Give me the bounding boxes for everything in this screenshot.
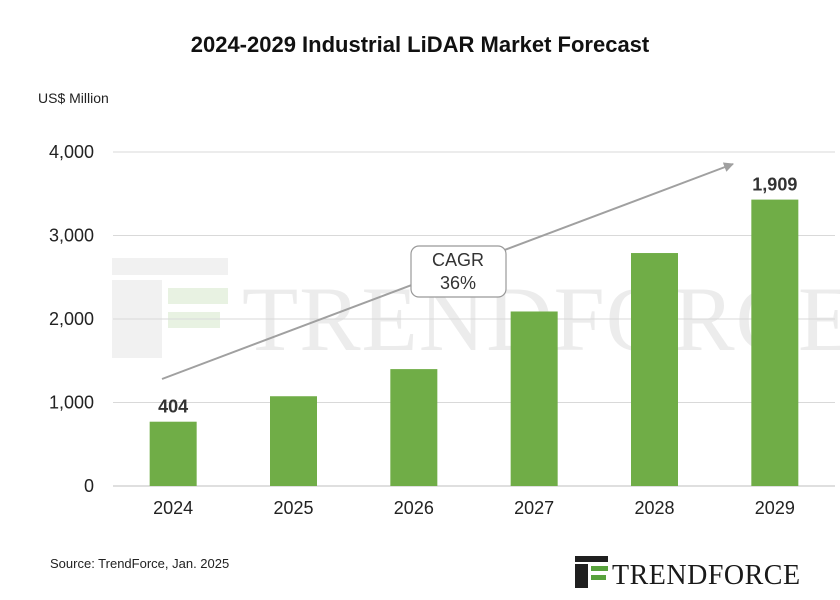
trendforce-logo: TRENDFORCE <box>575 556 801 591</box>
cagr-value: 36% <box>440 273 476 293</box>
bar-2024 <box>149 421 197 486</box>
y-tick-label: 0 <box>84 476 94 496</box>
y-tick-label: 3,000 <box>49 226 94 246</box>
cagr-box <box>410 245 507 298</box>
x-tick-label: 2024 <box>153 498 193 518</box>
trendforce-logo-mark <box>575 556 608 588</box>
x-axis-ticks: 2024 2025 2026 2027 2028 2029 <box>153 498 795 518</box>
y-axis-unit-label: US$ Million <box>38 90 109 106</box>
x-tick-label: 2028 <box>634 498 674 518</box>
x-tick-label: 2027 <box>514 498 554 518</box>
x-tick-label: 2025 <box>273 498 313 518</box>
watermark-logo-mark <box>112 258 228 358</box>
y-axis-ticks: 0 1,000 2,000 3,000 4,000 <box>49 142 94 496</box>
bar-2025 <box>270 396 317 486</box>
data-labels: 404 1,909 <box>158 175 797 417</box>
bars <box>149 199 799 486</box>
y-tick-label: 4,000 <box>49 142 94 162</box>
source-note: Source: TrendForce, Jan. 2025 <box>50 556 229 571</box>
logo-wordmark: TRENDFORCE <box>612 560 801 591</box>
gridlines <box>113 151 835 487</box>
data-label-2024: 404 <box>158 397 188 417</box>
y-tick-label: 2,000 <box>49 309 94 329</box>
cagr-annotation: CAGR 36% <box>410 245 507 298</box>
bar-2028 <box>631 253 678 486</box>
x-tick-label: 2026 <box>394 498 434 518</box>
bar-2026 <box>390 369 438 486</box>
chart-title: 2024-2029 Industrial LiDAR Market Foreca… <box>191 32 650 57</box>
cagr-label: CAGR <box>432 250 484 270</box>
data-label-2029: 1,909 <box>752 175 797 195</box>
bar-2027 <box>510 311 558 486</box>
y-tick-label: 1,000 <box>49 393 94 413</box>
x-tick-label: 2029 <box>755 498 795 518</box>
bar-2029 <box>751 199 799 486</box>
